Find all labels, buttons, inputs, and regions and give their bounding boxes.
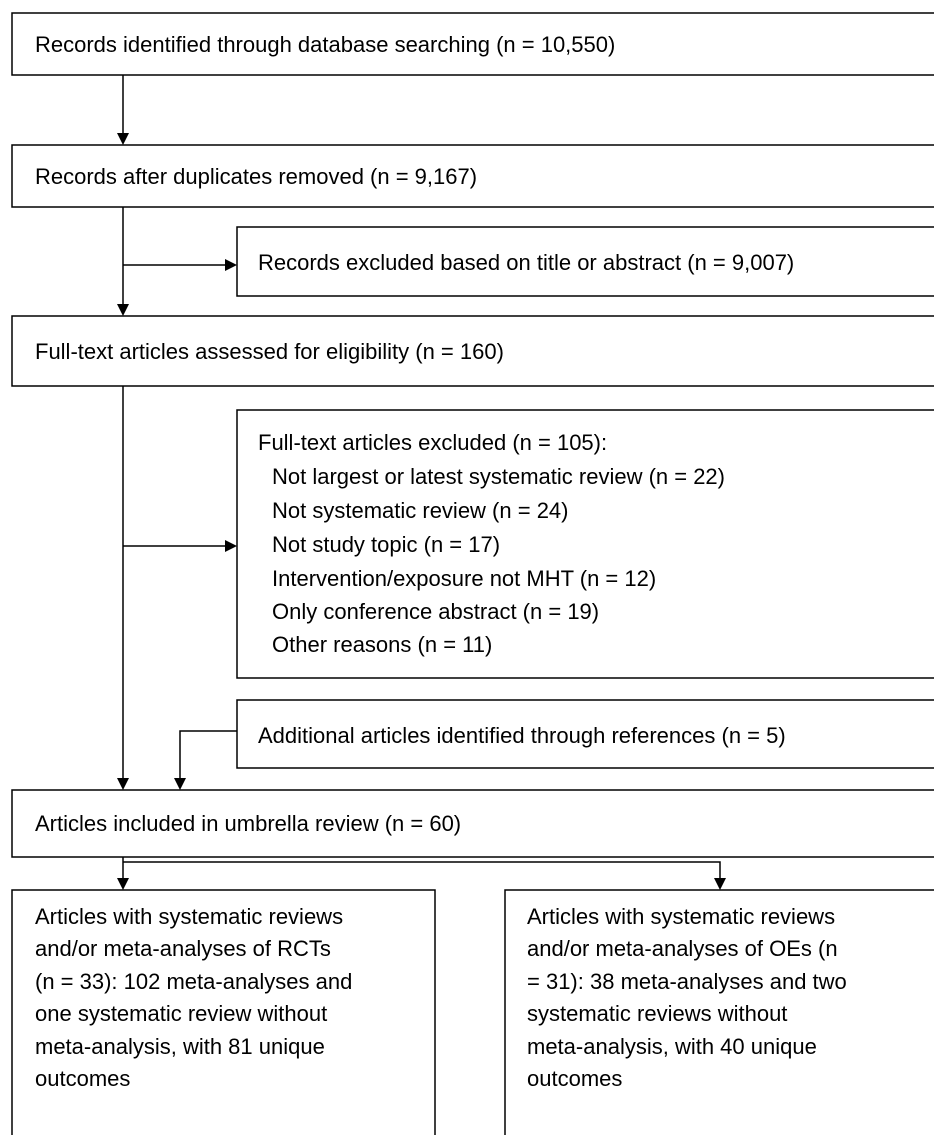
box-label: Records excluded based on title or abstr… — [258, 250, 794, 275]
box-line: Articles with systematic reviews — [35, 904, 343, 929]
box-line: one systematic review without — [35, 1001, 327, 1026]
connector — [123, 861, 721, 879]
box-label: Records after duplicates removed (n = 9,… — [35, 164, 477, 189]
box-line: Articles with systematic reviews — [527, 904, 835, 929]
arrowhead — [714, 878, 726, 890]
arrowhead — [225, 259, 237, 271]
box-label: Additional articles identified through r… — [258, 723, 786, 748]
box — [11, 315, 934, 387]
box-line: meta-analysis, with 40 unique — [527, 1034, 817, 1059]
arrowhead — [225, 540, 237, 552]
box-line: outcomes — [35, 1066, 130, 1091]
box — [236, 226, 934, 297]
connector — [179, 730, 237, 779]
box-line: systematic reviews without — [527, 1001, 787, 1026]
box — [236, 699, 934, 769]
list-item: Only conference abstract (n = 19) — [272, 599, 599, 624]
box-line: and/or meta-analyses of RCTs — [35, 936, 331, 961]
box-line: = 31): 38 meta-analyses and two — [527, 969, 847, 994]
arrowhead — [117, 778, 129, 790]
arrowhead — [117, 878, 129, 890]
box-line: outcomes — [527, 1066, 622, 1091]
box — [11, 789, 934, 858]
box-line: meta-analysis, with 81 unique — [35, 1034, 325, 1059]
list-item: Not largest or latest systematic review … — [272, 464, 725, 489]
list-item: Not systematic review (n = 24) — [272, 498, 568, 523]
arrowhead — [117, 133, 129, 145]
box-label: Full-text articles excluded (n = 105): — [258, 430, 607, 455]
box-label: Records identified through database sear… — [35, 32, 615, 57]
box — [504, 889, 934, 1135]
box — [11, 144, 934, 208]
box — [11, 12, 934, 76]
box-line: and/or meta-analyses of OEs (n — [527, 936, 838, 961]
box-label: Articles included in umbrella review (n … — [35, 811, 461, 836]
box-line: (n = 33): 102 meta-analyses and — [35, 969, 352, 994]
box — [11, 889, 436, 1135]
arrowhead — [174, 778, 186, 790]
arrowhead — [117, 304, 129, 316]
box — [236, 409, 934, 679]
list-item: Not study topic (n = 17) — [272, 532, 500, 557]
box-label: Full-text articles assessed for eligibil… — [35, 339, 504, 364]
list-item: Other reasons (n = 11) — [272, 632, 492, 657]
list-item: Intervention/exposure not MHT (n = 12) — [272, 566, 656, 591]
